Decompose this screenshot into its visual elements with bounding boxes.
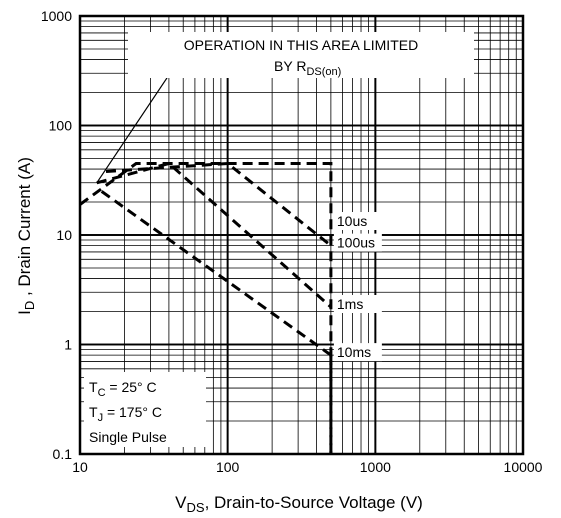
y-axis-title: ID , Drain Current (A)	[15, 157, 37, 315]
series-line-10us	[79, 162, 333, 454]
series-label-bg-1ms	[333, 295, 382, 314]
series-label-10ms: 10ms	[337, 344, 371, 360]
x-tick-label: 10000	[504, 459, 543, 475]
series-line-100us	[105, 161, 332, 247]
series-label-100us: 100us	[337, 235, 375, 251]
rdson-limit-line	[96, 65, 176, 184]
series-line-10ms	[100, 190, 332, 357]
y-tick-label: 0.1	[53, 446, 73, 462]
x-tick-label: 100	[216, 459, 240, 475]
x-tick-label: 1000	[360, 459, 391, 475]
condition-tj: TJ = 175° C	[89, 404, 162, 424]
annotation-line-1: OPERATION IN THIS AREA LIMITED	[184, 37, 418, 53]
y-tick-label: 1	[64, 337, 72, 353]
y-tick-label: 1000	[41, 8, 72, 24]
series-label-bg-100us	[333, 233, 382, 252]
condition-tc: TC = 25° C	[89, 379, 157, 399]
conditions-background	[84, 372, 206, 447]
series-line-1ms	[96, 161, 332, 309]
x-axis-title: VDS, Drain-to-Source Voltage (V)	[175, 493, 423, 515]
plot-frame	[78, 14, 525, 456]
series-label-1ms: 1ms	[337, 296, 363, 312]
annotation-line-2: BY RDS(on)	[274, 58, 341, 78]
annotation-background	[128, 32, 474, 78]
data-layer: 10us 100us 1ms 10ms	[79, 43, 382, 454]
series-label-bg-10us	[333, 212, 382, 231]
series-label-bg-10ms	[333, 343, 382, 362]
grid: 10 100 1000 10000 0.1 1 10 100 1000	[41, 8, 543, 475]
condition-pulse: Single Pulse	[89, 429, 167, 445]
y-tick-label: 10	[56, 227, 72, 243]
series-label-10us: 10us	[337, 213, 367, 229]
y-tick-label: 100	[49, 118, 73, 134]
x-tick-label: 10	[72, 459, 88, 475]
